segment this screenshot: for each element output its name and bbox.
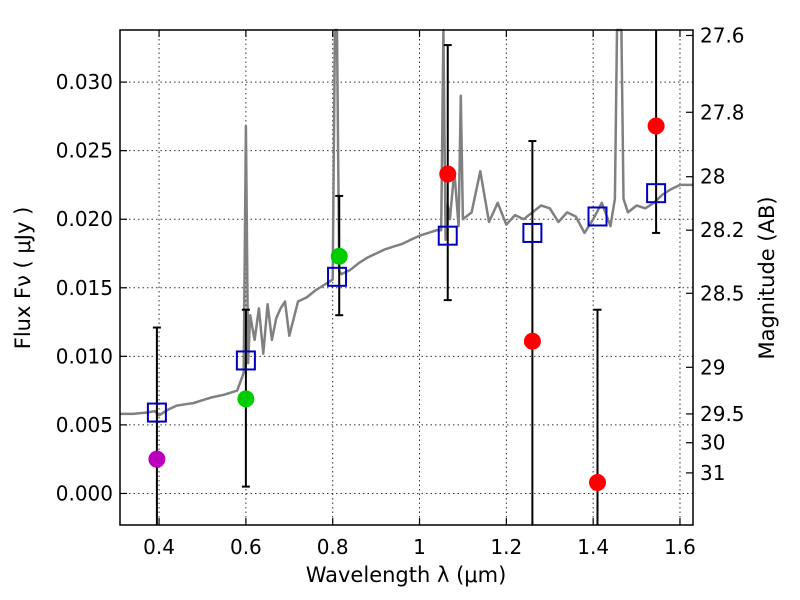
model-photometry-square: [146, 402, 167, 423]
model-photometry-square: [437, 225, 458, 246]
y-tick-label: 0.010: [56, 344, 113, 368]
x-ticks: 0.4 0.6 0.8 1 1.2 1.4 1.6: [143, 30, 696, 559]
right-tick-label: 29: [700, 355, 725, 379]
data-point: [330, 247, 348, 265]
x-tick-label: 1: [413, 535, 426, 559]
error-bars-group: [152, 30, 661, 525]
y-ticks: 0.000 0.005 0.010 0.015 0.020 0.025 0.030: [56, 70, 127, 505]
data-point: [589, 473, 606, 491]
right-tick-label: 30: [700, 431, 725, 455]
model-photometry-square: [587, 206, 608, 227]
y-tick-label: 0.025: [56, 139, 113, 163]
y-axis-title: Flux Fν ( μJy ): [11, 207, 35, 350]
y-tick-label: 0.005: [56, 413, 113, 437]
right-tick-label: 27.8: [700, 100, 745, 124]
y-tick-label: 0.015: [56, 276, 113, 300]
x-tick-label: 1.6: [664, 535, 696, 559]
data-point: [439, 165, 457, 183]
y2-axis-title: Magnitude (AB): [755, 196, 779, 359]
data-point: [523, 332, 541, 350]
model-spectrum-group: [120, 28, 693, 417]
data-point: [237, 390, 255, 408]
model-spectrum-line: [120, 28, 693, 417]
data-point: [647, 117, 665, 135]
model-photometry-square: [646, 183, 667, 204]
grid-lines: [120, 30, 693, 525]
plot-frame: [119, 29, 694, 526]
markers-group: [146, 117, 667, 491]
model-photometry-square: [327, 266, 348, 287]
x-tick-label: 0.8: [317, 535, 349, 559]
y-tick-label: 0.030: [56, 70, 113, 94]
right-tick-label: 28.2: [700, 218, 745, 242]
right-tick-label: 28: [700, 165, 725, 189]
right-tick-label: 28.5: [700, 281, 745, 305]
right-ticks: 27.6 27.8 28 28.2 28.5 29 29.5 30 31: [686, 23, 745, 485]
x-axis-title: Wavelength λ (μm): [306, 563, 507, 587]
y-tick-label: 0.000: [56, 481, 113, 505]
x-tick-label: 0.6: [230, 535, 262, 559]
model-photometry-square: [235, 350, 256, 371]
x-tick-label: 1.2: [490, 535, 522, 559]
x-tick-label: 0.4: [143, 535, 175, 559]
data-point: [148, 450, 166, 468]
x-tick-label: 1.4: [577, 535, 609, 559]
right-tick-label: 29.5: [700, 402, 745, 426]
right-tick-label: 27.6: [700, 23, 745, 47]
model-photometry-square: [522, 222, 543, 243]
y-tick-label: 0.020: [56, 207, 113, 231]
right-tick-label: 31: [700, 461, 725, 485]
